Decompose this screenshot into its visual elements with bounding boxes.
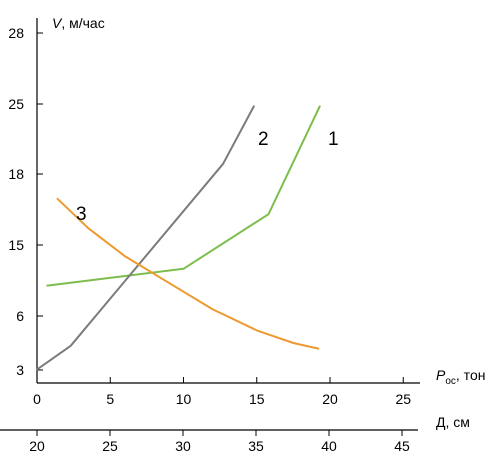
x2-tick-label: 25	[102, 438, 118, 454]
labels-layer: 1 2 3	[76, 129, 339, 225]
y-tick-label: 18	[8, 166, 24, 182]
x2-axis-title: Д, см	[436, 414, 470, 430]
series-label-1: 1	[328, 129, 339, 150]
y-tick-label: 28	[8, 25, 24, 41]
x2-tick-label: 45	[394, 438, 410, 454]
y-axis-unit: , м/час	[61, 15, 104, 31]
series-line-2	[36, 105, 255, 371]
x2-tick-label: 35	[248, 438, 264, 454]
y-tick-label: 15	[8, 237, 24, 253]
series-label-2: 2	[258, 129, 269, 150]
x-tick-label: 25	[395, 391, 411, 407]
y-axis-symbol: V	[52, 15, 63, 31]
y-axis-title: V, м/час	[52, 15, 105, 31]
y-tick-label: 25	[8, 96, 24, 112]
axes: 3 6 15 18 25 28 V, м/час 0 5 10 15 20 25 Pос, тон 20 25…	[0, 15, 485, 454]
x-tick-label: 0	[33, 391, 41, 407]
series-line-3	[56, 197, 320, 350]
x-axis-subscript: ос	[445, 376, 456, 387]
x-axis-symbol: P	[436, 367, 446, 383]
x2-tick-label: 40	[321, 438, 337, 454]
x2-tick-label: 20	[29, 438, 45, 454]
series-label-3: 3	[76, 204, 87, 225]
x-tick-label: 15	[249, 391, 265, 407]
x-axis-title: Pос, тон	[436, 367, 485, 387]
x-tick-label: 5	[106, 391, 114, 407]
x-tick-label: 10	[176, 391, 192, 407]
y-tick-label: 3	[16, 362, 24, 378]
series-layer	[36, 105, 321, 371]
x-tick-label: 20	[322, 391, 338, 407]
x-axis-unit: , тон	[456, 367, 486, 383]
x2-tick-label: 30	[175, 438, 191, 454]
series-line-1	[46, 105, 321, 287]
y-tick-label: 6	[16, 308, 24, 324]
